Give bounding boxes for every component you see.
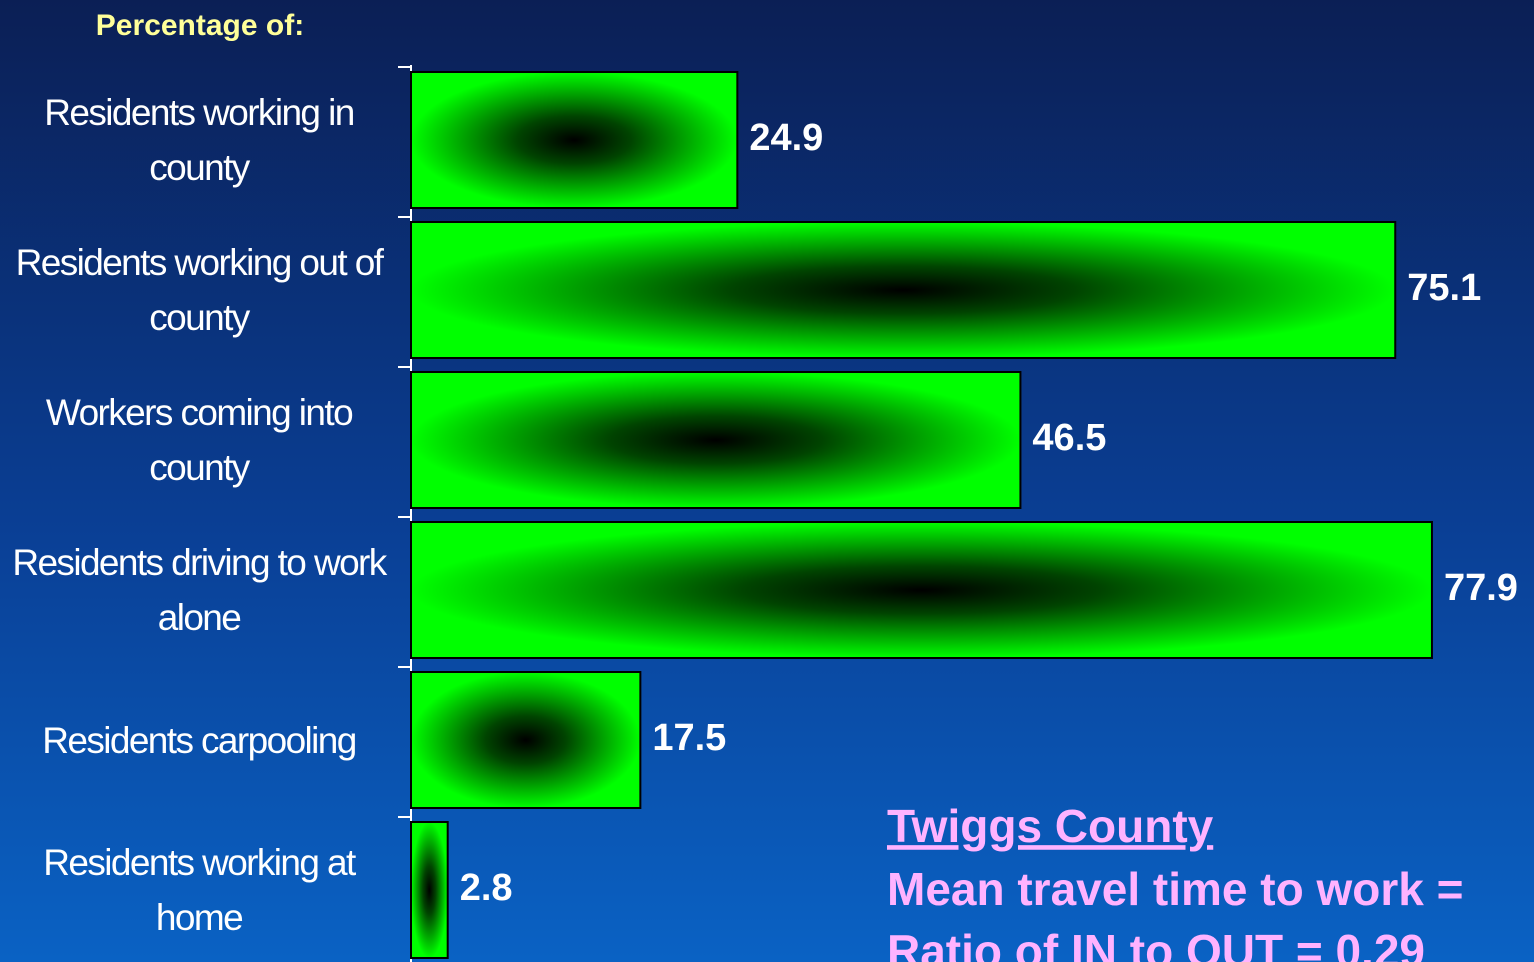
category-label: Workers coming into county (0, 370, 398, 510)
category-label: Residents driving to work alone (0, 520, 398, 660)
annotation: Ratio of IN to OUT = 0.29 (887, 925, 1425, 962)
category-label: Residents working out of county (0, 220, 398, 360)
data-label: 2.8 (460, 867, 513, 909)
annotation: Twiggs County (887, 800, 1214, 852)
category-text: Residents working in county (44, 92, 355, 188)
bar (410, 671, 642, 809)
category-text: Residents driving to work alone (12, 542, 387, 638)
data-label: 17.5 (652, 717, 726, 759)
bar (410, 371, 1022, 509)
data-label: 46.5 (1032, 417, 1106, 459)
data-label: 24.9 (749, 117, 823, 159)
category-text: Workers coming into county (45, 392, 354, 488)
category-label: Residents working at home (0, 820, 398, 960)
category-text: Residents carpooling (42, 719, 357, 761)
bar (410, 71, 739, 209)
bar (410, 221, 1397, 359)
data-label: 75.1 (1407, 267, 1481, 309)
annotation: Mean travel time to work = (887, 863, 1463, 915)
category-text: Residents working at home (43, 842, 356, 938)
category-label: Residents working in county (0, 70, 398, 210)
data-label: 77.9 (1444, 567, 1518, 609)
chart-title: Percentage of: (96, 9, 304, 42)
bar (410, 521, 1433, 659)
category-text: Residents working out of county (15, 242, 384, 338)
category-label: Residents carpooling (0, 670, 398, 810)
bar (410, 821, 449, 959)
